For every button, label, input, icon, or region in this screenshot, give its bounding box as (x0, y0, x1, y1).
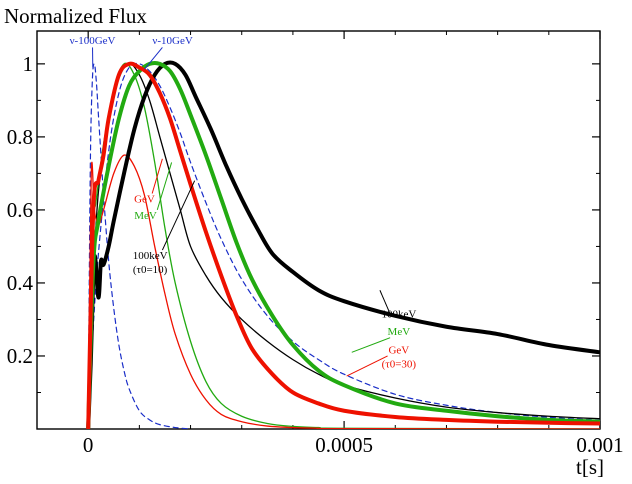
annotation-kev30: 100keV (379, 290, 416, 321)
axis-ticks (36, 31, 601, 429)
annotation-leader (379, 290, 391, 315)
series-layer (86, 60, 600, 429)
annotation-leader (161, 180, 196, 251)
annotation-leader (144, 47, 163, 70)
y-tick-label: 0.8 (7, 125, 33, 149)
x-axis-title: t[s] (576, 455, 604, 479)
series-100kev-tau0-30 (86, 60, 600, 429)
series-nu-10gev (87, 62, 600, 429)
annotation-text: (τ0=10) (133, 264, 168, 276)
tick-labels: 0 0.0005 0.001 0.2 0.4 0.6 0.8 1 (7, 52, 624, 457)
annotation-kev10: 100keV (τ0=10) (133, 180, 196, 276)
annotation-text: GeV (388, 344, 409, 356)
annotation-text: ν-10GeV (152, 35, 192, 47)
annotation-text: (τ0=30) (382, 358, 417, 370)
y-tick-label: 1 (23, 52, 34, 76)
x-tick-label: 0.001 (576, 433, 623, 457)
annotation-layer: ν-100GeV ν-10GeVGeVMeV100keV(τ0=10)100keV… (70, 35, 417, 377)
annotation-mev30: MeV (351, 326, 411, 353)
y-tick-label: 0.2 (7, 344, 33, 368)
series-nu-100gev (87, 63, 192, 429)
x-tick-label: 0.0005 (315, 433, 373, 457)
y-tick-label: 0.6 (7, 198, 33, 222)
annotation-leader (151, 158, 163, 194)
y-tick-label: 0.4 (7, 271, 34, 295)
annotation-nu100: ν-100GeV (70, 35, 116, 68)
annotation-text: ν-100GeV (70, 35, 116, 47)
annotation-nu10: ν-10GeV (144, 35, 193, 70)
series-gev-tau0-30 (86, 61, 600, 429)
annotation-text: MeV (388, 326, 411, 338)
annotation-text: GeV (134, 194, 155, 206)
chart-title: Normalized Flux (4, 4, 147, 28)
annotation-leader (351, 337, 391, 353)
series-mev-tau0-30 (86, 60, 600, 429)
series-gev-tau0-10 (87, 154, 600, 429)
annotation-text: MeV (134, 210, 157, 222)
annotation-text: 100keV (381, 309, 416, 321)
annotation-gev30: GeV (τ0=30) (346, 344, 417, 377)
x-tick-label: 0 (83, 433, 94, 457)
annotation-mev10: MeV (134, 162, 173, 222)
annotation-leader (346, 355, 388, 377)
annotation-leader (156, 162, 173, 211)
annotation-gev10: GeV (134, 158, 163, 206)
annotation-text: 100keV (133, 250, 168, 262)
